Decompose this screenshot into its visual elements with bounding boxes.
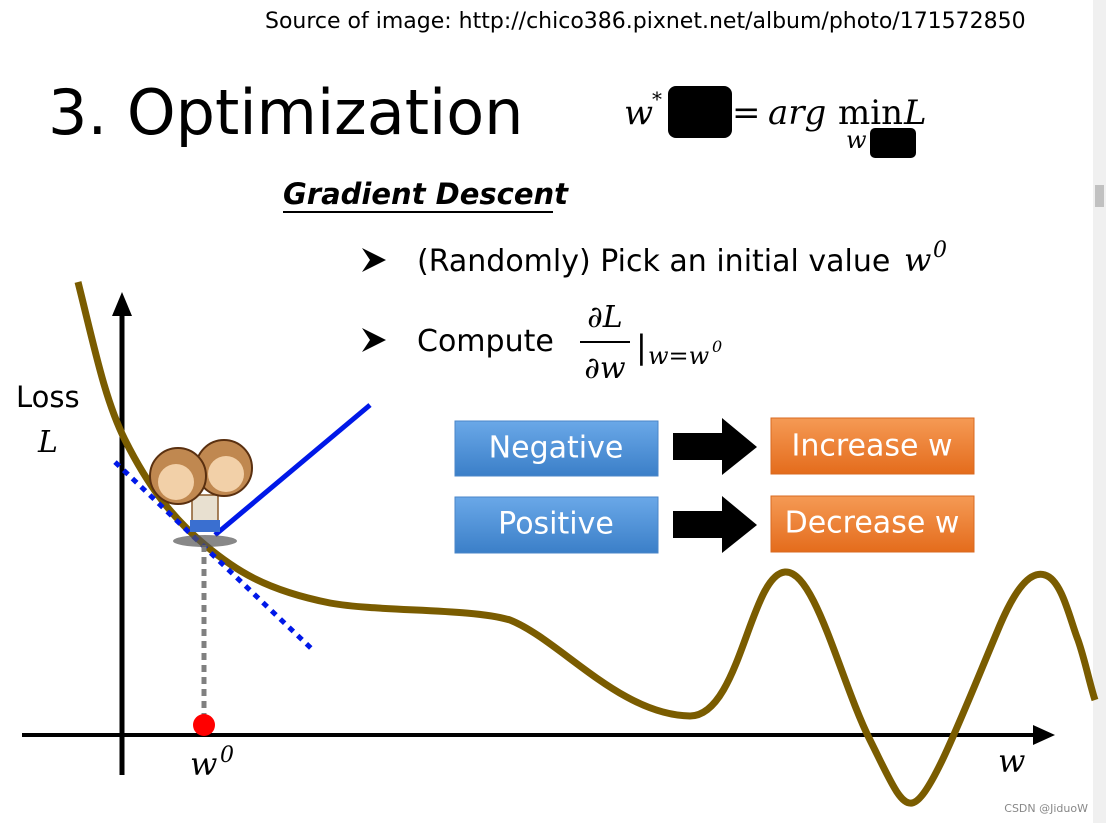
x-axis-arrow bbox=[1033, 725, 1055, 745]
source-text: Source of image: http://chico386.pixnet.… bbox=[265, 9, 1026, 34]
arrow bbox=[673, 496, 757, 553]
x-axis-var: w bbox=[998, 742, 1025, 780]
slide-title: 3. Optimization bbox=[48, 76, 523, 149]
formula-op: min bbox=[838, 93, 903, 133]
action-box bbox=[770, 495, 975, 553]
fraction-numerator: ∂L bbox=[587, 300, 622, 335]
x-point-sup: 0 bbox=[220, 743, 234, 768]
arrow bbox=[673, 418, 757, 475]
formula-eq: = bbox=[732, 93, 761, 133]
redaction bbox=[668, 86, 732, 138]
characters bbox=[149, 439, 253, 547]
condition-label: Positive bbox=[498, 507, 614, 542]
formula-op-sub: w bbox=[846, 126, 867, 154]
y-axis-arrow bbox=[112, 292, 132, 316]
direction-line bbox=[213, 403, 372, 537]
formula-lhs-sup: * bbox=[652, 87, 662, 111]
condition-label: Negative bbox=[489, 431, 624, 466]
tangent-line bbox=[113, 460, 317, 654]
formula-var: L bbox=[903, 93, 927, 133]
action-box bbox=[770, 417, 975, 475]
initial-point bbox=[193, 714, 215, 736]
eval-sup: 0 bbox=[712, 337, 722, 356]
bullet-icon bbox=[362, 248, 386, 272]
formula: w * = arg min w L bbox=[624, 86, 927, 158]
x-point-label: w bbox=[190, 745, 217, 783]
bullet-math-sup: 0 bbox=[933, 238, 947, 263]
watermark: CSDN @JiduoW bbox=[1004, 802, 1088, 815]
formula-lhs: w bbox=[624, 93, 653, 133]
y-axis-label: Loss bbox=[16, 380, 80, 414]
redaction bbox=[870, 128, 916, 158]
scrollbar-thumb[interactable] bbox=[1095, 185, 1104, 207]
subtitle: Gradient Descent bbox=[283, 177, 569, 211]
condition-box bbox=[454, 496, 659, 554]
bullet-math: w bbox=[904, 241, 931, 279]
eval-bar: | bbox=[636, 328, 647, 366]
y-axis-var: L bbox=[37, 425, 58, 460]
bullet-text: (Randomly) Pick an initial value bbox=[417, 244, 890, 279]
formula-rhs: arg bbox=[768, 93, 826, 133]
action-label: Increase w bbox=[791, 429, 952, 464]
bullet-icon bbox=[362, 328, 386, 352]
action-label: Decrease w bbox=[785, 506, 960, 541]
bullet-text: Compute bbox=[417, 324, 554, 359]
condition-box bbox=[454, 420, 659, 477]
eval-sub: w=w bbox=[648, 342, 710, 370]
fraction-denominator: ∂w bbox=[584, 351, 626, 386]
